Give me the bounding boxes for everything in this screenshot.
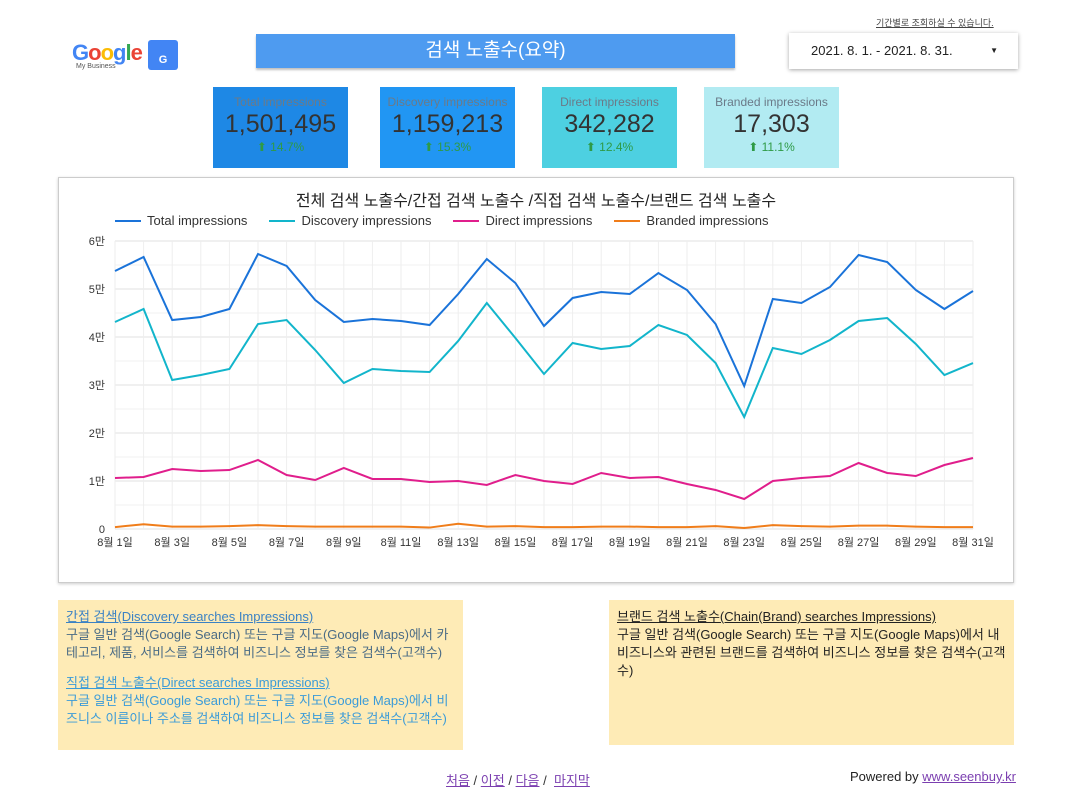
legend-label: Branded impressions [646, 213, 769, 228]
kpi-change: ⬆ 14.7% [256, 140, 305, 154]
y-tick-label: 0 [99, 524, 105, 536]
series-line [114, 252, 974, 389]
logo-subtitle: My Business [76, 63, 116, 70]
legend-swatch [269, 219, 296, 222]
kpi-change: ⬆ 12.4% [585, 140, 634, 154]
powered-by: Powered by www.seenbuy.kr [850, 769, 1016, 784]
series-line [114, 457, 974, 501]
kpi-label: Direct impressions [560, 95, 659, 109]
pagination: 처음 / 이전 / 다음 / 마지막 [446, 770, 590, 789]
x-tick-label: 8월 5일 [212, 535, 248, 549]
x-tick-label: 8월 1일 [97, 535, 133, 549]
series-line [114, 522, 973, 530]
y-tick-label: 2만 [89, 427, 105, 440]
separator: / [473, 773, 478, 788]
separator: / [543, 773, 547, 788]
legend-label: Direct impressions [485, 213, 593, 228]
kpi-label: Branded impressions [715, 95, 828, 109]
legend-label: Discovery impressions [301, 213, 432, 228]
last-page-link[interactable]: 마지막 [554, 773, 590, 788]
kpi-value: 17,303 [733, 110, 810, 138]
brand-note-body: 구글 일반 검색(Google Search) 또는 구글 지도(Google … [617, 627, 1006, 678]
x-tick-label: 8월 9일 [326, 535, 362, 549]
prev-page-link[interactable]: 이전 [480, 773, 505, 788]
x-tick-label: 8월 7일 [269, 535, 305, 549]
legend-swatch [614, 219, 641, 222]
discovery-note-title: 간접 검색(Discovery searches Impressions) [66, 609, 314, 624]
kpi-value: 342,282 [564, 110, 655, 138]
x-tick-label: 8월 23일 [723, 535, 765, 549]
chart-title: 전체 검색 노출수/간접 검색 노출수 /직접 검색 노출수/브랜드 검색 노출… [295, 193, 777, 210]
kpi-label: Total impressions [234, 95, 327, 109]
date-range-value: 2021. 8. 1. - 2021. 8. 31. [811, 43, 953, 58]
x-tick-label: 8월 19일 [609, 535, 651, 549]
y-tick-label: 3만 [89, 379, 105, 392]
legend-label: Total impressions [147, 213, 248, 228]
seenbuy-link[interactable]: www.seenbuy.kr [922, 769, 1016, 784]
legend-item[interactable]: Direct impressions [453, 213, 592, 228]
kpi-value: 1,159,213 [391, 110, 504, 138]
date-hint-link[interactable]: 기간별로 조회하실 수 있습니다. [876, 18, 994, 28]
x-tick-label: 8월 11일 [381, 535, 422, 549]
impressions-line-chart: 전체 검색 노출수/간접 검색 노출수 /직접 검색 노출수/브랜드 검색 노출… [58, 177, 1014, 583]
store-icon: G [148, 40, 178, 70]
x-tick-label: 8월 13일 [437, 535, 479, 549]
date-range-picker[interactable]: 2021. 8. 1. - 2021. 8. 31. ▼ [789, 33, 1018, 69]
chart-plot: 0 1만 2만 3만 4만 5만 6만 8월 1일 8월 3일 8월 5일 8월 7일 8월 9일 8월… [89, 235, 994, 549]
first-page-link[interactable]: 처음 [446, 773, 470, 788]
brand-note-title: 브랜드 검색 노출수(Chain(Brand) searches Impress… [617, 609, 936, 624]
x-tick-label: 8월 17일 [552, 535, 594, 549]
x-tick-label: 8월 25일 [781, 535, 823, 549]
y-tick-label: 6만 [89, 235, 105, 248]
x-tick-label: 8월 21일 [666, 535, 708, 549]
y-tick-label: 4만 [89, 331, 105, 344]
brand-note: 브랜드 검색 노출수(Chain(Brand) searches Impress… [609, 600, 1014, 745]
kpi-change: ⬆ 15.3% [423, 140, 472, 154]
legend-swatch [453, 219, 480, 222]
series-line [114, 301, 974, 420]
legend-item[interactable]: Branded impressions [614, 213, 769, 228]
discovery-note: 간접 검색(Discovery searches Impressions) 구글… [58, 600, 463, 750]
x-tick-label: 8월 31일 [952, 535, 994, 549]
legend-swatch [115, 219, 141, 222]
x-tick-label: 8월 15일 [495, 535, 537, 549]
separator: / [508, 773, 512, 788]
direct-note-body: 구글 일반 검색(Google Search) 또는 구글 지도(Google … [66, 693, 449, 726]
kpi-label: Discovery impressions [387, 95, 508, 109]
y-tick-label: 5만 [89, 283, 105, 296]
kpi-direct: Direct impressions 342,282 ⬆ 12.4% [542, 87, 677, 168]
kpi-value: 1,501,495 [224, 110, 337, 138]
x-tick-label: 8월 29일 [895, 535, 937, 549]
legend-item[interactable]: Discovery impressions [269, 213, 431, 228]
google-my-business-logo: Google My Business G [70, 38, 180, 72]
next-page-link[interactable]: 다음 [515, 773, 540, 788]
powered-label: Powered by [850, 769, 923, 784]
direct-note-title: 직접 검색 노출수(Direct searches Impressions) [66, 675, 330, 690]
kpi-change: ⬆ 11.1% [748, 140, 795, 154]
x-tick-label: 8월 3일 [154, 535, 190, 549]
y-tick-label: 1만 [89, 475, 105, 488]
caret-down-icon: ▼ [990, 46, 998, 55]
legend-item[interactable]: Total impressions [115, 213, 247, 228]
x-tick-label: 8월 27일 [838, 535, 880, 549]
kpi-branded: Branded impressions 17,303 ⬆ 11.1% [704, 87, 839, 168]
discovery-note-body: 구글 일반 검색(Google Search) 또는 구글 지도(Google … [66, 627, 449, 660]
kpi-discovery: Discovery impressions 1,159,213 ⬆ 15.3% [380, 87, 515, 168]
chart-legend: Total impressions Discovery impressions Di… [115, 213, 769, 228]
page-title: 검색 노출수(요약) [256, 34, 735, 68]
kpi-total: Total impressions 1,501,495 ⬆ 14.7% [213, 87, 348, 168]
